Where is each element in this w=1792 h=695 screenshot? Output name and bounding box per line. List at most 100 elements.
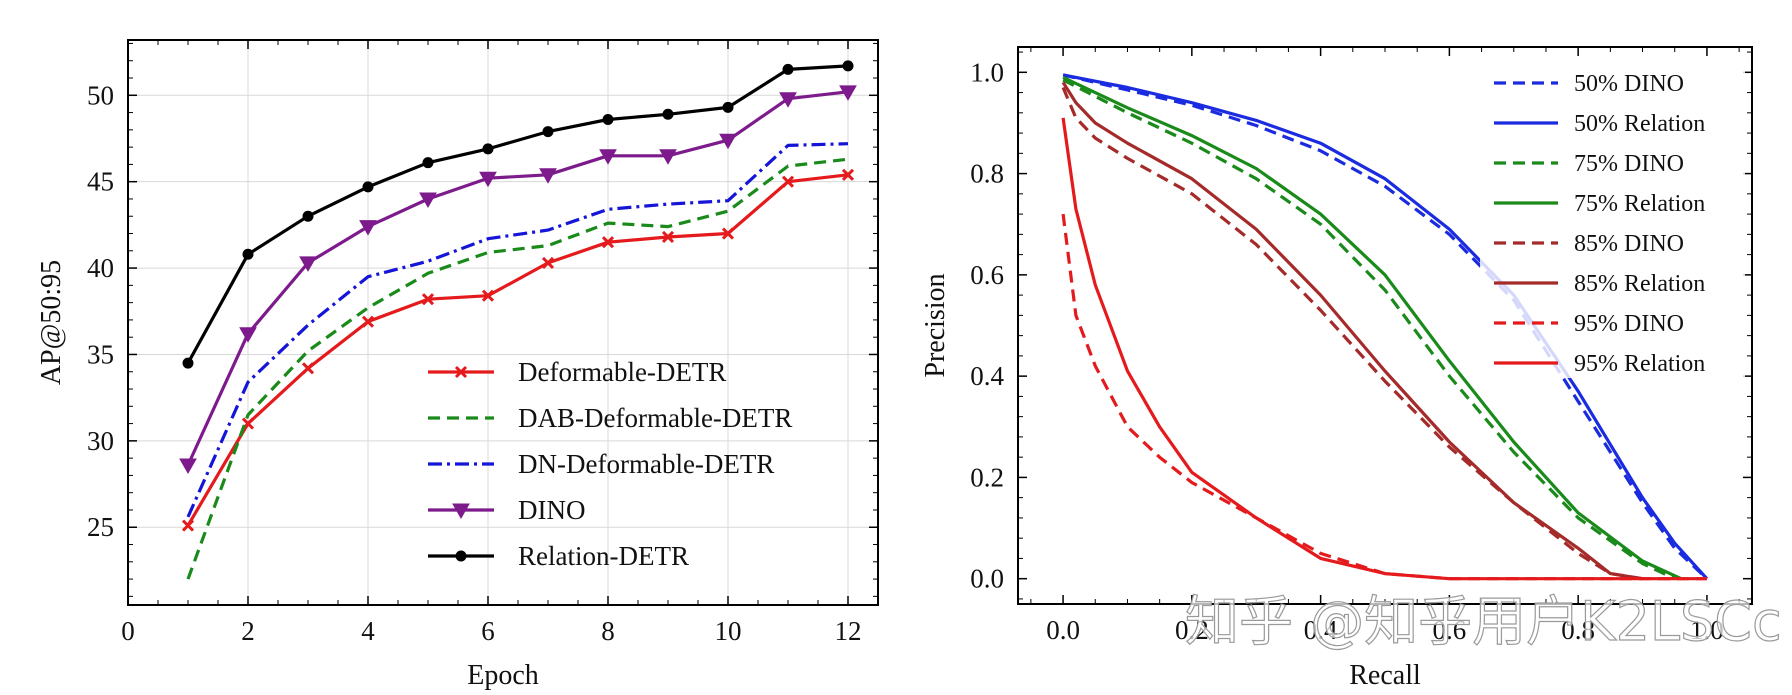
x-tick-label: 4 [361, 616, 375, 646]
series-line-85pct-dino [1061, 86, 1643, 581]
x-tick-label: 0.8 [1561, 615, 1595, 645]
x-tick-label: 0.4 [1304, 615, 1338, 645]
right-chart-precision-recall: 0.0 0.2 0.4 0.6 0.8 1.0 0.0 0.2 0.4 0.6 0.8 1.0 Reca… [920, 46, 1753, 691]
data-point [361, 315, 375, 328]
series-line-deformable-detr [186, 173, 849, 527]
plot-frame [127, 39, 879, 606]
data-point [479, 171, 497, 188]
series-line-relation-detr [186, 64, 849, 364]
series-dab-deformable-detr [186, 157, 849, 580]
legend-label: DN-Deformable-DETR [518, 449, 774, 479]
data-point [301, 362, 315, 375]
y-tick-label: 0.6 [970, 260, 1004, 290]
x-tick-label: 6 [481, 616, 495, 646]
legend-item-50pct-dino: 50% DINO [1494, 71, 1684, 97]
legend: Deformable-DETR DAB-Deformable-DETR DN-Def… [428, 357, 792, 571]
data-point [779, 92, 797, 108]
data-point [781, 175, 795, 188]
legend-label: 85% DINO [1574, 231, 1684, 257]
data-point [839, 85, 857, 101]
y-axis-title: Precision [920, 273, 951, 377]
data-point [182, 357, 194, 369]
data-point [539, 168, 557, 184]
legend-marker [454, 365, 468, 379]
legend-label: DAB-Deformable-DETR [518, 403, 792, 433]
data-point [362, 181, 374, 193]
y-tick-label: 45 [87, 167, 114, 197]
left-chart-epoch-ap: 0 2 4 6 8 10 12 25 30 35 40 45 50 Epoch AP@50:95 Deform… [36, 39, 879, 691]
data-point [841, 168, 855, 181]
x-tick-label: 0 [121, 616, 135, 646]
data-point [661, 230, 675, 244]
legend-item-dino: DINO [428, 495, 586, 525]
series-relation-detr [182, 60, 854, 369]
legend-item-75pct-relation: 75% Relation [1494, 191, 1705, 217]
data-point [721, 227, 735, 240]
series-dn-deformable-detr [186, 142, 849, 518]
y-tick-label: 1.0 [970, 57, 1004, 87]
data-point [482, 143, 494, 155]
data-point [662, 108, 674, 120]
x-tick-label: 0.0 [1046, 615, 1080, 645]
data-point [541, 256, 555, 269]
data-point [842, 60, 854, 72]
y-axis-title: AP@50:95 [36, 260, 67, 385]
legend-label: 50% Relation [1574, 111, 1705, 137]
legend-item-95pct-dino: 95% DINO [1494, 311, 1684, 337]
data-point [722, 101, 734, 113]
legend-label: 95% DINO [1574, 311, 1684, 337]
data-point [422, 157, 434, 169]
legend-item-deformable-detr: Deformable-DETR [428, 357, 726, 387]
x-tick-label: 12 [835, 616, 862, 646]
series-line-85pct-relation [1061, 81, 1643, 581]
data-point [239, 327, 257, 343]
data-point [179, 458, 197, 475]
series-line-dino [186, 90, 849, 466]
data-point [602, 113, 614, 125]
y-tick-label: 50 [87, 80, 114, 110]
series-line-50pct-relation [1062, 73, 1709, 580]
legend-item-95pct-relation: 95% Relation [1494, 351, 1705, 377]
x-axis-title: Recall [1349, 660, 1421, 691]
legend-marker [455, 550, 467, 562]
legend-label: 75% DINO [1574, 151, 1684, 177]
data-point [421, 293, 435, 306]
legend-label: DINO [518, 495, 586, 525]
data-point [302, 210, 314, 222]
series-line-95pct-relation [1061, 117, 1707, 581]
data-point [419, 192, 437, 208]
series-line-75pct-relation [1062, 75, 1682, 581]
legend-label: 50% DINO [1574, 71, 1684, 97]
x-tick-label: 1.0 [1690, 615, 1724, 645]
y-tick-label: 30 [87, 426, 114, 456]
y-tick-label: 40 [87, 253, 114, 283]
data-point [601, 236, 615, 249]
y-tick-label: 0.4 [970, 361, 1004, 391]
x-tick-label: 0.2 [1175, 615, 1209, 645]
data-point [542, 126, 554, 138]
series-dino [179, 85, 857, 475]
y-tick-label: 25 [87, 512, 114, 542]
x-tick-label: 0.6 [1433, 615, 1467, 645]
legend-item-dab-deformable-detr: DAB-Deformable-DETR [428, 403, 792, 433]
x-tick-label: 10 [715, 616, 742, 646]
data-point [659, 149, 677, 165]
data-point [481, 289, 495, 302]
y-tick-label: 0.2 [970, 462, 1004, 492]
legend-label: Deformable-DETR [518, 357, 726, 387]
legend-label: 75% Relation [1574, 191, 1705, 217]
data-point [242, 248, 254, 260]
legend-item-50pct-relation: 50% Relation [1494, 111, 1705, 137]
series-line-dab-deformable-detr [186, 157, 849, 580]
x-tick-label: 8 [601, 616, 615, 646]
data-point [599, 149, 617, 165]
data-point [782, 63, 794, 75]
legend-label: 95% Relation [1574, 351, 1705, 377]
x-axis-title: Epoch [467, 660, 539, 691]
legend-label: 85% Relation [1574, 271, 1705, 297]
legend-label: Relation-DETR [518, 541, 689, 571]
legend-background [1480, 60, 1745, 378]
y-tick-label: 35 [87, 339, 114, 369]
series-line-dn-deformable-detr [186, 142, 849, 518]
